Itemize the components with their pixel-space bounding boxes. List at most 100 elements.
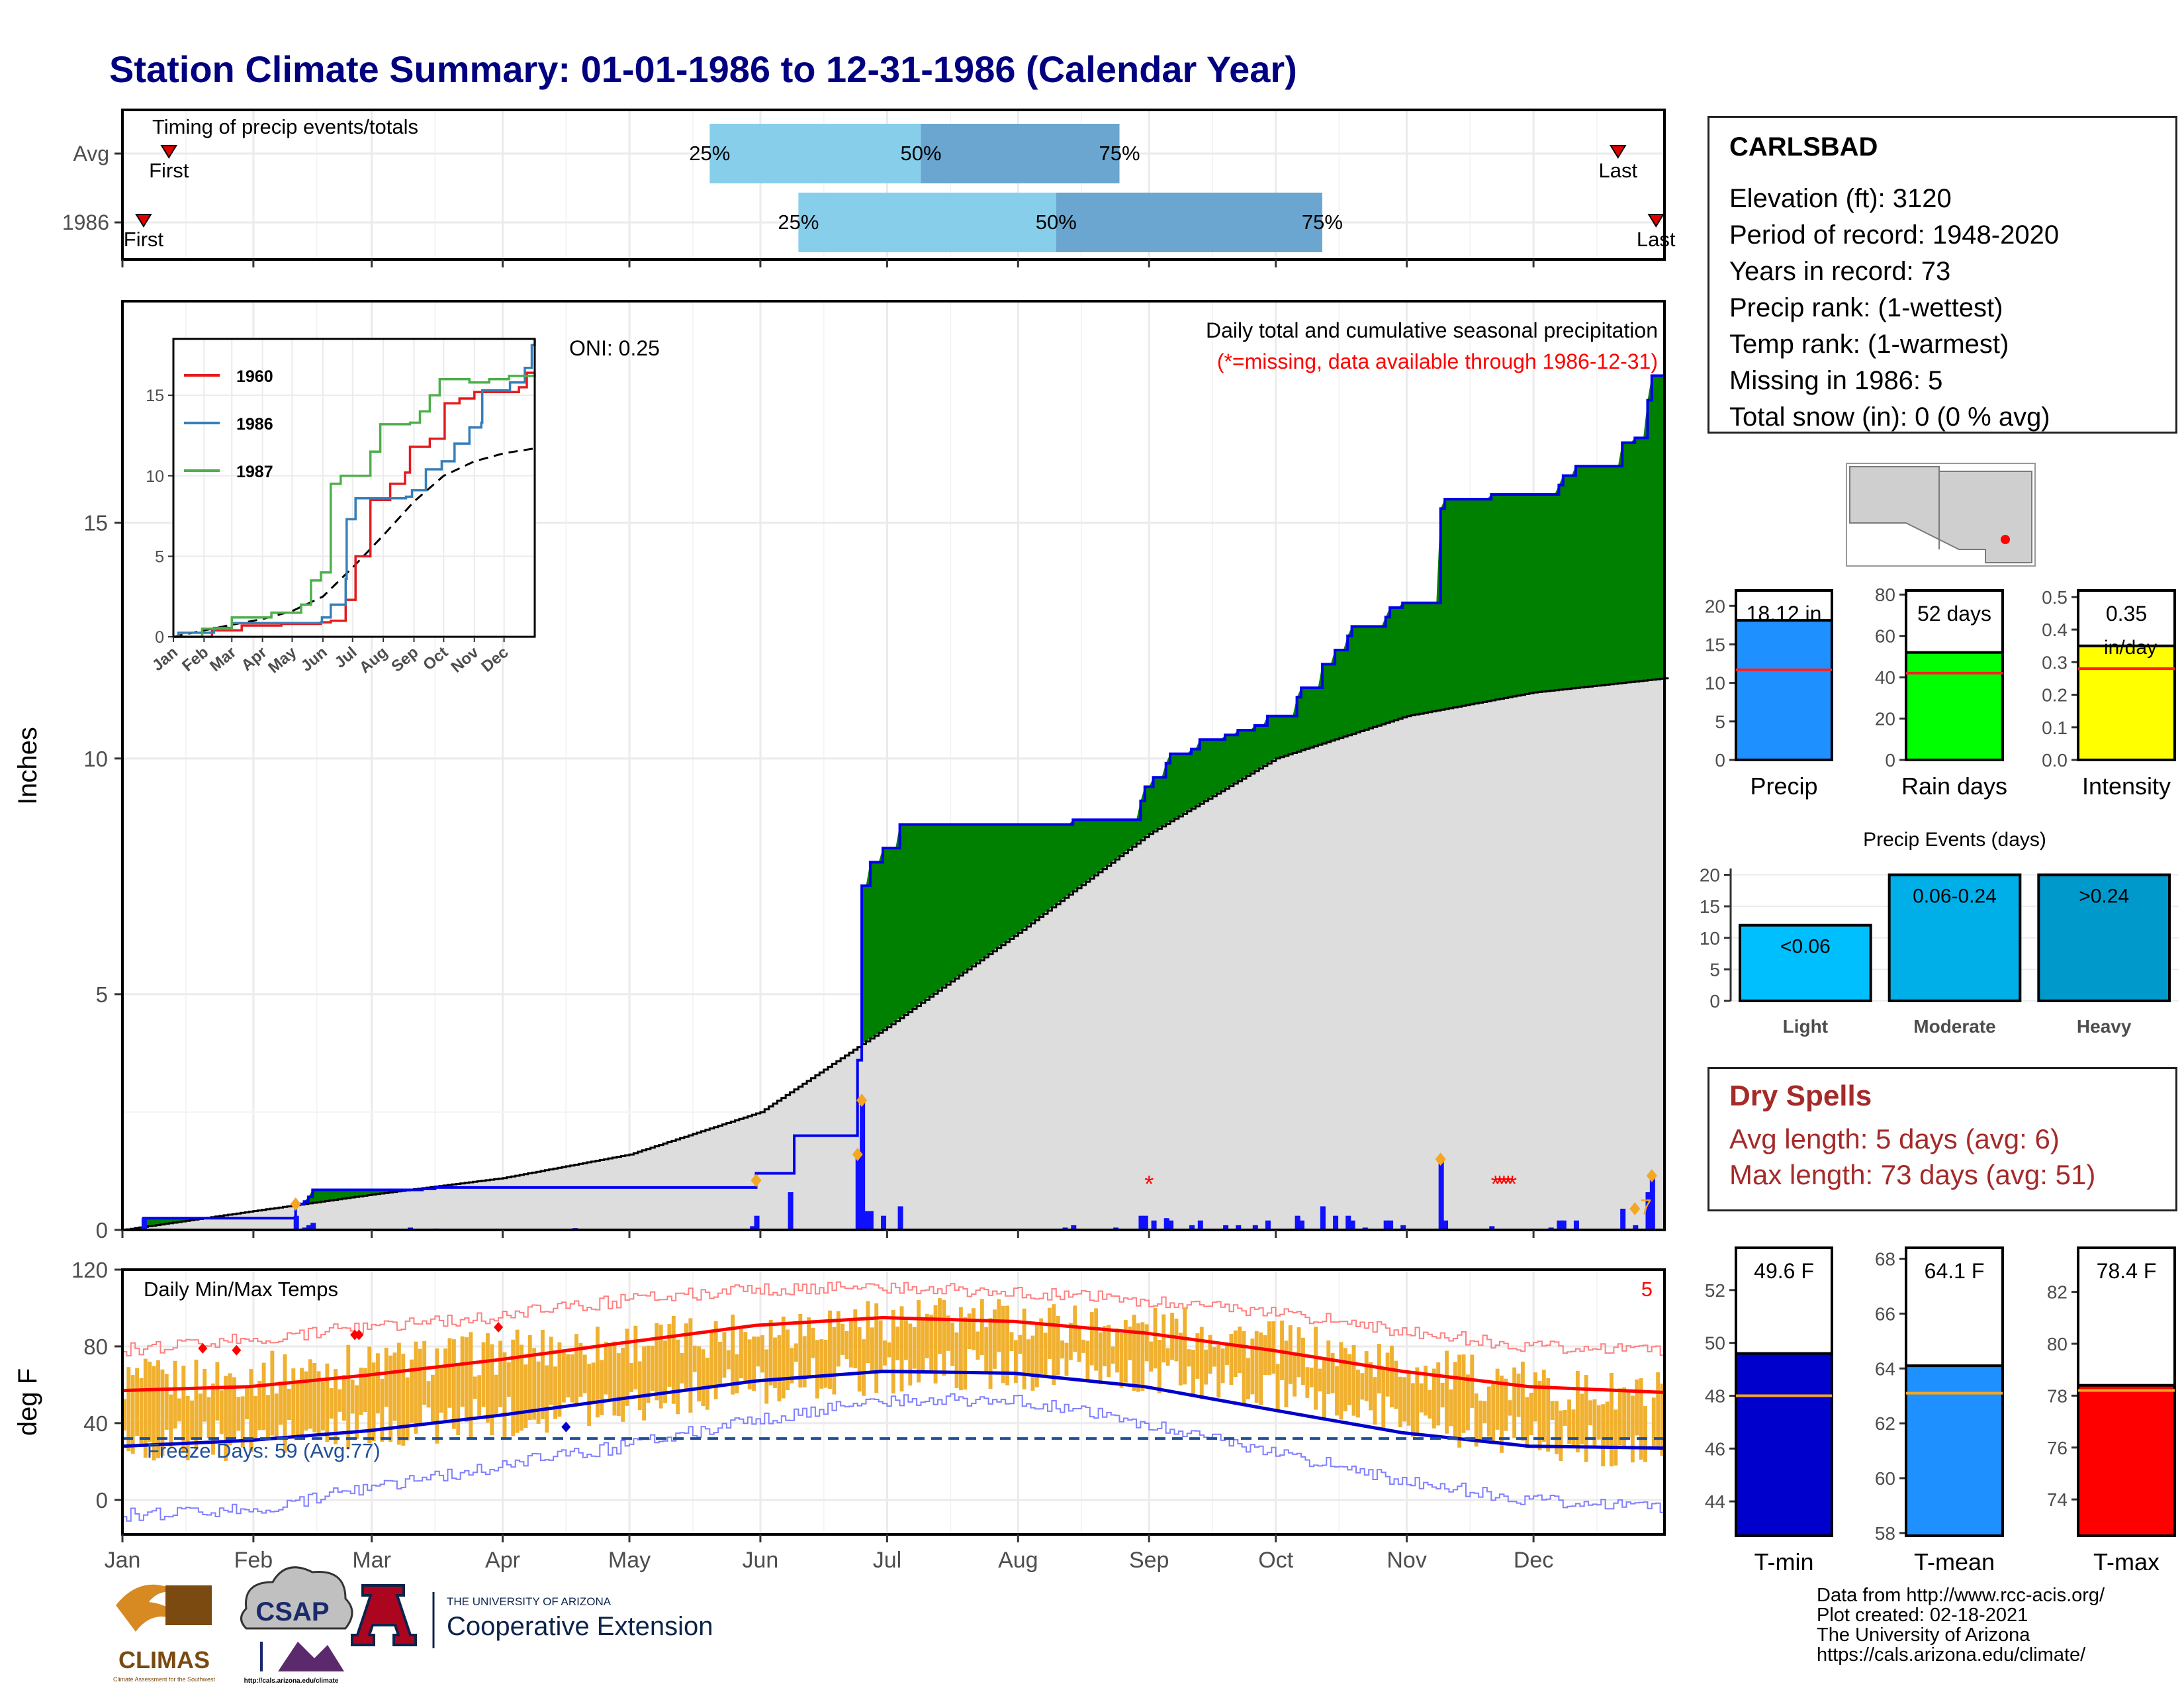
precip-events-category-label: Light xyxy=(1783,1016,1828,1037)
daily-precip-bar xyxy=(1197,1220,1203,1230)
daily-temp-bar xyxy=(312,1363,317,1432)
temp-xtick-label: Oct xyxy=(1258,1548,1293,1573)
daily-temp-bar xyxy=(655,1323,659,1401)
temp-panel-border xyxy=(121,1268,1666,1536)
csap-logo-cloud xyxy=(240,1566,353,1630)
daily-temp-bar xyxy=(1491,1382,1496,1442)
intensity-ytick-label: 0.4 xyxy=(2042,620,2068,640)
temp-xtick-label: Mar xyxy=(352,1548,391,1573)
daily-temp-bar xyxy=(553,1366,558,1419)
daily-precip-bar xyxy=(868,1211,874,1230)
temp-y-axis-label: deg F xyxy=(13,1368,42,1436)
daily-temp-bar xyxy=(718,1341,722,1386)
rain_days-xlabel: Rain days xyxy=(1901,773,2007,800)
daily-precip-bar xyxy=(1443,1220,1449,1230)
daily-temp-bar xyxy=(451,1339,456,1429)
daily-temp-bar xyxy=(240,1396,245,1448)
timing-quartile-label: 25% xyxy=(689,142,730,165)
timing-last-marker xyxy=(1647,214,1665,228)
timing-bar-q50-q75 xyxy=(1056,193,1322,252)
tmin_avg-value-label: 49.6 F xyxy=(1754,1259,1814,1283)
daily-temp-bar xyxy=(1440,1382,1445,1408)
daily-temp-bar xyxy=(1512,1367,1517,1438)
daily-temp-bar xyxy=(921,1317,925,1372)
station-location-dot xyxy=(2001,535,2010,544)
timing-row-label: 1986 xyxy=(62,211,109,234)
daily-temp-bar xyxy=(819,1339,824,1389)
daily-precip-bar xyxy=(864,1211,870,1230)
daily-precip-bar xyxy=(1189,1225,1195,1230)
daily-temp-bar xyxy=(291,1368,296,1439)
daily-temp-bar xyxy=(1001,1305,1005,1383)
daily-temp-bar xyxy=(709,1332,714,1385)
daily-temp-bar xyxy=(600,1360,604,1415)
daily-temp-bar xyxy=(1398,1376,1402,1428)
surplus-area-3 xyxy=(862,375,1664,1045)
tmean_avg-ytick-label: 60 xyxy=(1875,1468,1895,1489)
precip-y-axis-label: Inches xyxy=(13,727,42,805)
timing-first-marker xyxy=(160,145,178,159)
daily-temp-bar xyxy=(396,1342,401,1445)
daily-temp-bar xyxy=(1410,1383,1415,1437)
daily-temp-bar xyxy=(933,1305,938,1383)
timing-quartile-label: 50% xyxy=(900,142,941,165)
record-temp-marker xyxy=(232,1344,242,1356)
missing-day-marker: * xyxy=(1491,1170,1500,1197)
timing-first-label: First xyxy=(124,228,164,251)
daily-temp-bar xyxy=(325,1363,330,1442)
daily-temp-bar xyxy=(494,1374,498,1415)
timing-first-marker xyxy=(135,214,152,228)
daily-temp-bar xyxy=(692,1345,697,1372)
daily-temp-bar xyxy=(439,1368,443,1413)
daily-temp-bar xyxy=(1043,1333,1048,1376)
tmin_avg-ytick-label: 44 xyxy=(1705,1491,1725,1512)
dry-spells-box: Dry Spells Avg length: 5 days (avg: 6) M… xyxy=(1707,1067,2177,1211)
daily-temp-bar xyxy=(942,1299,946,1376)
daily-temp-bar xyxy=(671,1315,676,1404)
daily-temp-bar xyxy=(287,1388,291,1421)
missing-day-marker: * xyxy=(1508,1170,1517,1197)
intensity-ytick-label: 0.3 xyxy=(2042,652,2068,673)
tmin_avg-ytick-label: 52 xyxy=(1705,1280,1725,1301)
daily-temp-bar xyxy=(979,1299,984,1356)
daily-temp-bar xyxy=(781,1316,786,1399)
daily-temp-bar xyxy=(414,1341,418,1434)
daily-temp-bar xyxy=(836,1311,841,1367)
daily-temp-bar xyxy=(380,1378,385,1442)
temp-xtick-label: Apr xyxy=(485,1548,520,1573)
precip-ytick-label: 15 xyxy=(83,511,108,536)
inset-legend-label: 1987 xyxy=(236,463,273,481)
daily-temp-bar xyxy=(1297,1327,1301,1378)
daily-temp-bar xyxy=(270,1350,275,1436)
daily-temp-bar xyxy=(1187,1349,1191,1367)
daily-temp-bar xyxy=(388,1355,393,1442)
daily-temp-bar xyxy=(807,1317,811,1376)
daily-temp-bar xyxy=(874,1303,879,1393)
daily-temp-bar xyxy=(215,1362,220,1421)
daily-temp-bar xyxy=(891,1309,895,1394)
daily-temp-bar xyxy=(300,1368,304,1438)
daily-temp-bar xyxy=(490,1344,494,1436)
inset-legend-label: 1960 xyxy=(236,367,273,386)
daily-temp-bar xyxy=(1479,1400,1483,1443)
daily-temp-bar xyxy=(1373,1377,1377,1425)
daily-temp-bar xyxy=(1123,1320,1128,1383)
climas-logo-block xyxy=(165,1585,212,1625)
daily-temp-bar xyxy=(988,1318,993,1389)
daily-temp-bar xyxy=(1136,1323,1140,1392)
missing-day-marker: * xyxy=(1495,1170,1504,1197)
normal-max-line xyxy=(122,1315,1665,1394)
daily-precip-bar xyxy=(1265,1220,1271,1230)
tmean_avg-value-bar xyxy=(1905,1364,2004,1537)
daily-temp-bar xyxy=(616,1353,621,1417)
daily-temp-bar xyxy=(1617,1388,1622,1446)
temp-ytick-label: 0 xyxy=(96,1488,108,1513)
missing-day-marker: * xyxy=(1504,1170,1513,1197)
temp-missing-count-label: 5 xyxy=(1641,1278,1653,1301)
daily-temp-bar xyxy=(1064,1342,1069,1376)
daily-temp-bar xyxy=(899,1306,904,1392)
daily-temp-bar xyxy=(274,1393,279,1437)
daily-temp-bar xyxy=(1605,1401,1610,1448)
daily-temp-bar xyxy=(578,1342,583,1397)
daily-temp-bar xyxy=(392,1352,397,1421)
